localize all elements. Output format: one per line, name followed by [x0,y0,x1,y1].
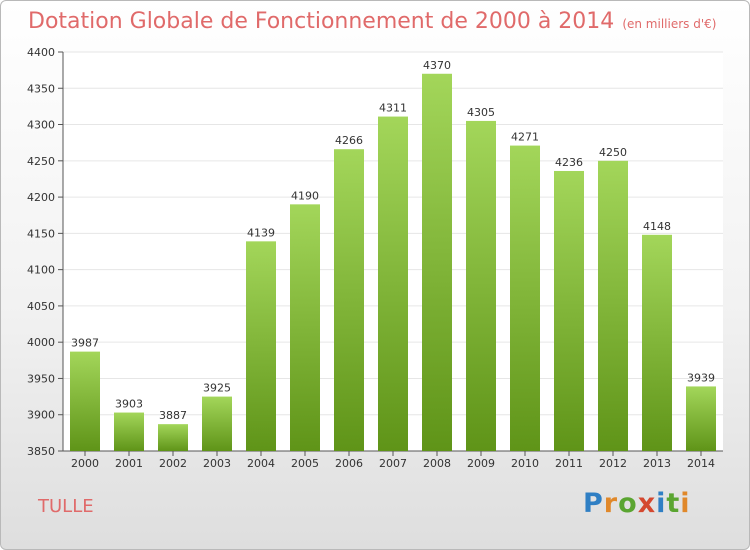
y-tick-label: 3900 [27,409,55,422]
y-tick-label: 4150 [27,227,55,240]
bar [378,116,408,451]
data-label: 4139 [247,226,275,239]
proxiti-logo: Proxiti [583,488,691,519]
y-tick-label: 4100 [27,264,55,277]
x-tick-label: 2010 [511,457,539,470]
x-tick-label: 2005 [291,457,319,470]
logo-letter: r [603,488,619,519]
y-tick-label: 4050 [27,300,55,313]
data-label: 3939 [687,371,715,384]
logo-letter: i [656,488,667,519]
bar [70,351,100,451]
commune-name: TULLE [38,496,94,517]
bar [202,396,232,451]
x-tick-label: 2004 [247,457,275,470]
chart-title-text: Dotation Globale de Fonctionnement de 20… [28,9,615,34]
y-tick-label: 3950 [27,372,55,385]
logo-letter: i [680,488,691,519]
data-label: 4250 [599,146,627,159]
data-label: 4311 [379,102,407,115]
chart-title: Dotation Globale de Fonctionnement de 20… [28,9,716,34]
bar [114,412,144,451]
x-tick-label: 2007 [379,457,407,470]
bar [334,149,364,451]
y-tick-label: 3850 [27,445,55,458]
bar [598,160,628,451]
x-tick-label: 2014 [687,457,715,470]
logo-letter: t [666,488,681,519]
bar [158,424,188,451]
y-tick-label: 4000 [27,336,55,349]
x-tick-label: 2006 [335,457,363,470]
x-tick-label: 2003 [203,457,231,470]
bar [422,73,452,451]
x-tick-label: 2008 [423,457,451,470]
data-label: 4370 [423,59,451,72]
data-label: 4236 [555,156,583,169]
data-label: 4271 [511,131,539,144]
data-label: 3887 [159,409,187,422]
bar [686,386,716,451]
bar [246,241,276,451]
logo-letter: x [637,488,657,519]
data-label: 4305 [467,106,495,119]
y-tick-label: 4250 [27,155,55,168]
x-tick-label: 2000 [71,457,99,470]
x-tick-label: 2001 [115,457,143,470]
x-tick-label: 2002 [159,457,187,470]
y-tick-label: 4400 [27,46,55,59]
chart-subtitle: (en milliers d'€) [622,17,717,31]
data-label: 4266 [335,134,363,147]
y-tick-label: 4350 [27,82,55,95]
x-tick-label: 2012 [599,457,627,470]
data-label: 4190 [291,189,319,202]
x-tick-label: 2013 [643,457,671,470]
bar [466,120,496,451]
x-tick-label: 2009 [467,457,495,470]
x-tick-label: 2011 [555,457,583,470]
y-tick-label: 4200 [27,191,55,204]
logo-letter: P [583,488,604,519]
bar [554,170,584,451]
data-label: 3903 [115,398,143,411]
data-label: 3987 [71,337,99,350]
data-label: 3925 [203,382,231,395]
bar [642,234,672,451]
y-tick-label: 4300 [27,119,55,132]
data-label: 4148 [643,220,671,233]
logo-letter: o [618,488,638,519]
bar [510,145,540,452]
bar [290,204,320,451]
